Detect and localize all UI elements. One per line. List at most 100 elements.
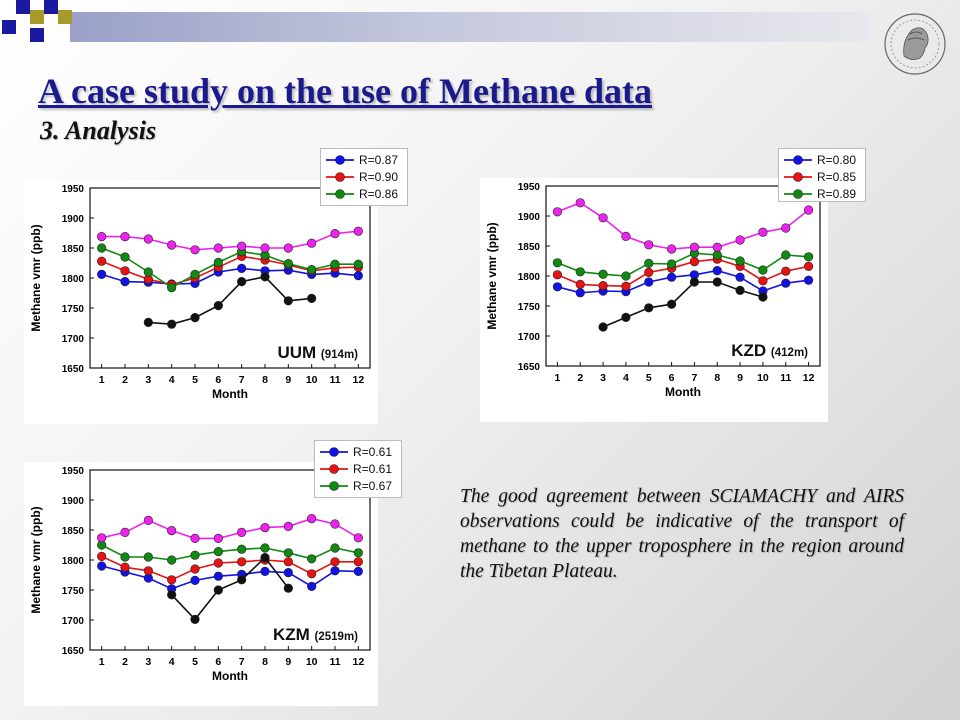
data-point (353, 533, 363, 543)
data-point (120, 252, 130, 262)
data-point (190, 245, 200, 255)
data-point (143, 317, 153, 327)
data-point (735, 256, 745, 266)
data-point (644, 303, 654, 313)
data-point (330, 543, 340, 553)
data-point (803, 275, 814, 285)
data-point (689, 277, 700, 287)
header-square (44, 0, 58, 14)
data-point (689, 256, 700, 267)
legend-kzm: R=0.61 R=0.61 R=0.67 (314, 440, 402, 498)
data-point (237, 557, 247, 567)
data-point (97, 561, 107, 571)
data-point (803, 261, 814, 271)
data-point (120, 231, 130, 242)
data-point (283, 258, 293, 269)
data-point (803, 252, 814, 262)
page-title: A case study on the use of Methane data (38, 71, 653, 111)
data-point (237, 263, 247, 273)
data-point (260, 243, 270, 253)
data-point (307, 238, 317, 248)
y-tick-label: 1650 (518, 362, 541, 373)
data-point (213, 300, 223, 311)
data-point (598, 213, 608, 223)
data-point (97, 256, 107, 266)
data-point (190, 313, 200, 323)
x-tick-label: 2 (122, 374, 128, 386)
x-tick-label: 10 (306, 656, 318, 668)
header-square (58, 10, 72, 24)
y-tick-label: 1850 (518, 242, 541, 253)
x-axis-label: Month (665, 385, 701, 399)
y-tick-label: 1750 (62, 586, 85, 597)
data-point (330, 566, 340, 576)
x-tick-label: 1 (99, 656, 105, 668)
data-point (621, 271, 631, 281)
data-point (213, 243, 223, 253)
x-tick-label: 12 (352, 374, 364, 386)
legend-marker (335, 155, 345, 165)
y-tick-label: 1650 (62, 646, 85, 657)
data-point (143, 566, 153, 576)
data-point (237, 544, 247, 554)
legend-marker (335, 172, 345, 182)
header-square (2, 20, 16, 34)
x-tick-label: 8 (262, 656, 268, 668)
header-square (30, 28, 44, 42)
legend-label: R=0.87 (359, 153, 398, 167)
data-point (644, 267, 654, 277)
header-gradient-bar (70, 12, 870, 42)
x-tick-label: 7 (239, 656, 245, 668)
data-point (353, 557, 363, 567)
data-point (644, 258, 654, 268)
data-point (260, 552, 270, 563)
data-point (598, 322, 608, 332)
y-axis-label: Methane vmr (ppb) (485, 222, 499, 329)
x-axis-label: Month (212, 387, 248, 401)
data-point (97, 231, 107, 242)
data-point (167, 525, 177, 536)
legend-marker (329, 464, 339, 474)
data-point (167, 319, 177, 329)
legend-marker (793, 189, 803, 199)
data-point (621, 312, 631, 322)
data-point (575, 198, 585, 208)
data-point (307, 513, 317, 524)
series-line (101, 544, 359, 561)
data-point (167, 555, 177, 565)
data-point (575, 267, 585, 277)
y-tick-label: 1700 (518, 332, 541, 343)
data-point (213, 257, 223, 267)
series-line (557, 201, 810, 250)
chart-kzm: 1650 1700 1750 1800 1850 1900 1950 1 2 3 4 5 6 7 8 9 10 1… (24, 462, 378, 706)
data-point (190, 614, 200, 624)
station-elevation: (412m) (771, 347, 808, 359)
data-point (666, 259, 677, 269)
body-text: The good agreement between SCIAMACHY and… (460, 486, 904, 582)
station-elevation: (2519m) (315, 631, 359, 643)
data-point (283, 567, 293, 578)
legend-label: R=0.80 (817, 153, 856, 167)
university-logo-icon (880, 10, 950, 78)
x-tick-label: 12 (803, 372, 815, 384)
data-point (307, 554, 317, 564)
station-label: KZD (412m) (731, 341, 808, 360)
station-name: UUM (277, 343, 320, 362)
x-tick-label: 6 (215, 656, 221, 668)
station-label: UUM (914m) (277, 343, 358, 362)
data-point (712, 265, 722, 276)
section-subtitle: 3. Analysis (40, 116, 157, 145)
header-square (16, 0, 30, 14)
plot-frame (89, 187, 371, 369)
data-point (283, 557, 293, 567)
data-point (758, 265, 768, 275)
data-point (712, 277, 722, 287)
data-point (803, 205, 814, 215)
x-tick-label: 7 (691, 372, 697, 384)
data-point (353, 270, 363, 281)
data-point (283, 583, 293, 593)
data-point (120, 276, 130, 287)
